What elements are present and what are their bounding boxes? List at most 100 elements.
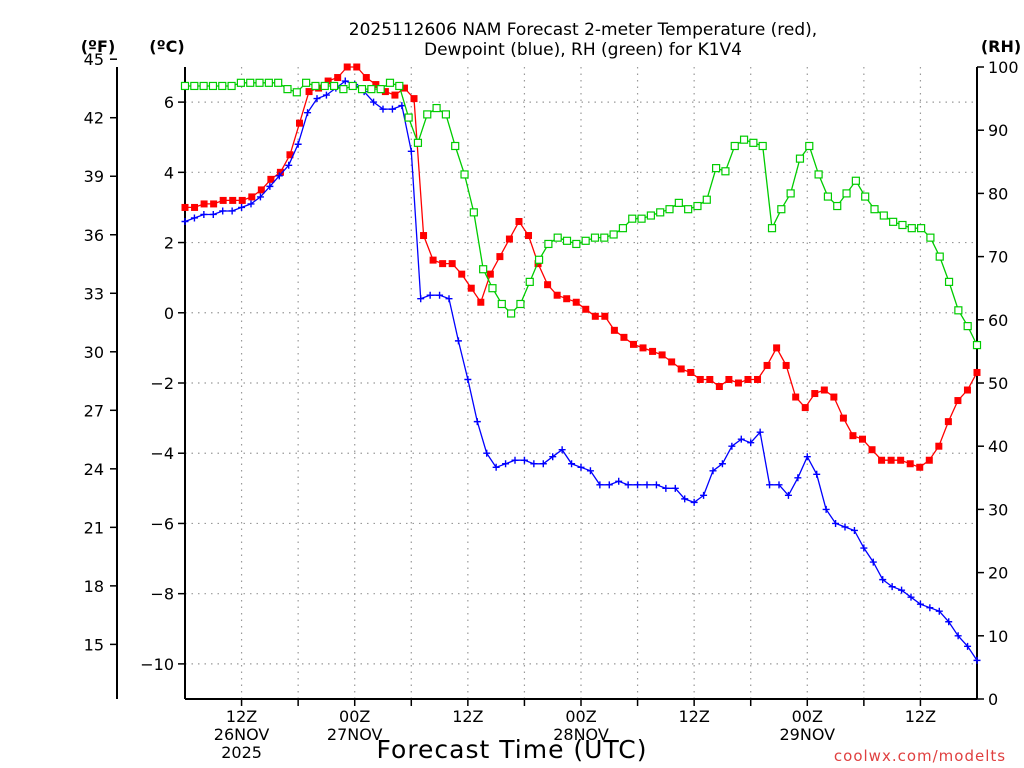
- rh-marker: [610, 231, 617, 238]
- temperature-marker: [926, 457, 933, 464]
- temperature-marker: [239, 197, 246, 204]
- temperature-marker: [954, 397, 961, 404]
- temperature-marker: [220, 197, 227, 204]
- temperature-marker: [830, 394, 837, 401]
- rh-marker: [237, 79, 244, 86]
- rh-tick-label: 60: [988, 311, 1008, 330]
- rh-marker: [321, 82, 328, 89]
- temperature-marker: [630, 341, 637, 348]
- temperature-marker: [363, 74, 370, 81]
- rh-marker: [303, 79, 310, 86]
- rh-marker: [349, 82, 356, 89]
- celsius-tick-label: 6: [164, 93, 174, 112]
- temperature-marker: [296, 120, 303, 127]
- temperature-marker: [563, 295, 570, 302]
- temperature-marker: [573, 299, 580, 306]
- chart-title-line-2: Dewpoint (blue), RH (green) for K1V4: [424, 40, 742, 60]
- rh-marker: [498, 301, 505, 308]
- temperature-marker: [974, 369, 981, 376]
- fahrenheit-tick-label: 33: [84, 284, 104, 303]
- rh-marker: [209, 82, 216, 89]
- temperature-marker: [792, 394, 799, 401]
- fahrenheit-tick-label: 45: [84, 50, 104, 69]
- rh-marker: [769, 225, 776, 232]
- rh-marker: [396, 82, 403, 89]
- temperature-marker: [496, 253, 503, 260]
- rh-tick-label: 30: [988, 500, 1008, 519]
- rh-marker: [470, 209, 477, 216]
- rh-marker: [265, 79, 272, 86]
- rh-marker: [508, 310, 515, 317]
- rh-marker: [731, 143, 738, 150]
- credit-text: coolwx.com/modelts: [834, 747, 1006, 765]
- temperature-marker: [477, 299, 484, 306]
- rh-unit-label: (RH): [981, 37, 1021, 56]
- temperature-marker: [735, 380, 742, 387]
- temperature-marker: [582, 306, 589, 313]
- temperature-marker: [601, 313, 608, 320]
- rh-marker: [927, 234, 934, 241]
- temperature-marker: [744, 376, 751, 383]
- celsius-tick-label: 4: [164, 163, 174, 182]
- celsius-tick-label: −8: [150, 585, 174, 604]
- temperature-marker: [439, 260, 446, 267]
- temperature-marker: [687, 369, 694, 376]
- temperature-marker: [869, 446, 876, 453]
- rh-marker: [517, 301, 524, 308]
- temperature-marker: [411, 95, 418, 102]
- time-tick-label: 12Z: [226, 707, 257, 726]
- time-tick-label: 2025: [221, 743, 262, 762]
- time-tick-label: 00Z: [339, 707, 370, 726]
- rh-marker: [703, 196, 710, 203]
- temperature-marker: [754, 376, 761, 383]
- temperature-marker: [725, 376, 732, 383]
- rh-marker: [824, 193, 831, 200]
- temperature-marker: [391, 92, 398, 99]
- rh-marker: [619, 225, 626, 232]
- rh-marker: [256, 79, 263, 86]
- fahrenheit-tick-label: 36: [84, 226, 104, 245]
- temperature-marker: [592, 313, 599, 320]
- fahrenheit-tick-label: 27: [84, 401, 104, 420]
- temperature-marker: [525, 232, 532, 239]
- rh-marker: [974, 342, 981, 349]
- temperature-marker: [764, 362, 771, 369]
- temperature-marker: [506, 236, 513, 243]
- nam-forecast-meteogram: 2025112606 NAM Forecast 2-meter Temperat…: [0, 0, 1024, 768]
- rh-marker: [741, 136, 748, 143]
- rh-marker: [778, 206, 785, 213]
- rh-marker: [899, 222, 906, 229]
- time-tick-label: 12Z: [678, 707, 709, 726]
- rh-marker: [908, 225, 915, 232]
- temperature-marker: [229, 197, 236, 204]
- temperature-marker: [888, 457, 895, 464]
- fahrenheit-tick-label: 21: [84, 518, 104, 537]
- rh-marker: [843, 190, 850, 197]
- temperature-marker: [964, 387, 971, 394]
- rh-marker: [433, 105, 440, 112]
- temperature-marker: [611, 327, 618, 334]
- rh-marker: [713, 165, 720, 172]
- rh-marker: [657, 209, 664, 216]
- rh-marker: [880, 212, 887, 219]
- rh-marker: [284, 86, 291, 93]
- rh-tick-label: 100: [988, 58, 1019, 77]
- rh-marker: [806, 143, 813, 150]
- temperature-marker: [811, 390, 818, 397]
- temperature-marker: [706, 376, 713, 383]
- rh-marker: [582, 237, 589, 244]
- rh-marker: [414, 139, 421, 146]
- rh-marker: [629, 215, 636, 222]
- rh-marker: [955, 307, 962, 314]
- celsius-tick-label: 2: [164, 234, 174, 253]
- x-axis-title: Forecast Time (UTC): [377, 735, 648, 764]
- temperature-marker: [802, 404, 809, 411]
- rh-marker: [200, 82, 207, 89]
- chart-title-line-1: 2025112606 NAM Forecast 2-meter Temperat…: [349, 20, 817, 40]
- rh-tick-label: 10: [988, 627, 1008, 646]
- rh-marker: [405, 114, 412, 121]
- temperature-marker: [201, 200, 208, 207]
- rh-marker: [275, 79, 282, 86]
- rh-marker: [666, 206, 673, 213]
- temperature-marker: [515, 218, 522, 225]
